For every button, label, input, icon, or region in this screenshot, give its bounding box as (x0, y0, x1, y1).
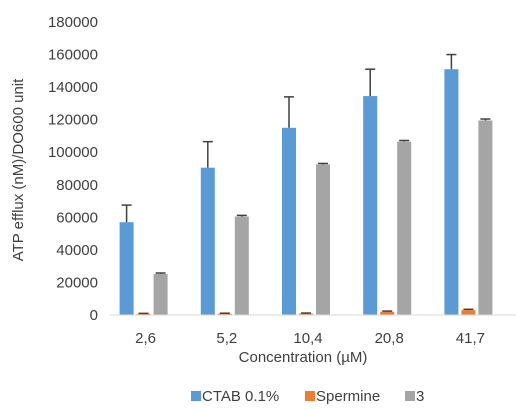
y-tick-label: 160000 (48, 47, 98, 64)
y-tick-label: 60000 (56, 209, 98, 226)
bar (136, 313, 151, 315)
bar (200, 167, 215, 315)
x-tick-label: 41,7 (456, 330, 485, 347)
bar (363, 96, 378, 315)
bar (478, 120, 493, 315)
bar (444, 69, 459, 315)
legend-label: 3 (416, 388, 424, 405)
y-tick-label: 120000 (48, 112, 98, 129)
y-tick-label: 180000 (48, 14, 98, 31)
bar (217, 313, 232, 315)
y-tick-label: 0 (90, 307, 98, 324)
legend: CTAB 0.1% Spermine 3 (191, 388, 424, 405)
bar (299, 313, 313, 315)
legend-swatch (305, 391, 315, 401)
bar (397, 141, 412, 315)
y-tick-label: 20000 (56, 274, 98, 291)
bar (153, 273, 168, 315)
x-tick-label: 5,2 (216, 330, 237, 347)
y-tick-label: 100000 (48, 144, 98, 161)
y-tick-label: 80000 (56, 177, 98, 194)
y-tick-label: 40000 (56, 242, 98, 259)
bar (380, 311, 395, 315)
x-tick-label: 10,4 (293, 330, 322, 347)
legend-item: CTAB 0.1% (191, 388, 279, 405)
bars (119, 53, 493, 315)
bar (234, 216, 249, 315)
y-axis-ticks: 0 20000 40000 60000 80000 100000 120000 140000 1… (48, 14, 98, 324)
y-axis-title: ATP efflux (nM)/DO600 unit (10, 78, 27, 261)
legend-swatch (191, 391, 201, 401)
legend-label: Spermine (316, 388, 380, 405)
bar (461, 310, 476, 315)
x-tick-label: 20,8 (375, 330, 404, 347)
x-axis-ticks: 2,6 5,2 10,4 20,8 41,7 (135, 330, 485, 347)
x-tick-label: 2,6 (135, 330, 156, 347)
legend-label: CTAB 0.1% (202, 388, 279, 405)
bar (282, 127, 296, 315)
legend-item: 3 (405, 388, 424, 405)
bar (316, 164, 330, 315)
legend-swatch (405, 391, 415, 401)
bar (119, 222, 134, 315)
x-axis-title: Concentration (µM) (239, 349, 368, 366)
legend-item: Spermine (305, 388, 380, 405)
y-tick-label: 140000 (48, 79, 98, 96)
